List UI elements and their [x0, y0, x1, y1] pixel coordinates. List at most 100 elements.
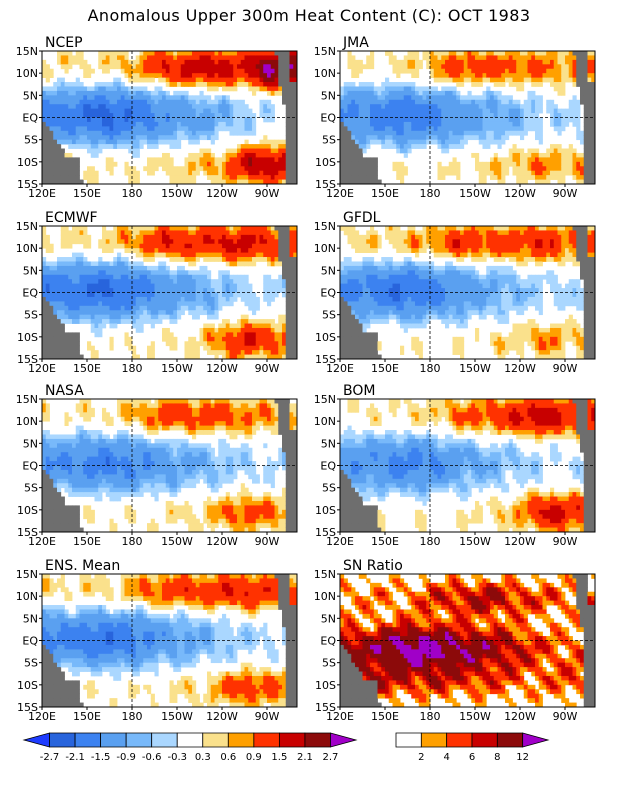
heatmap-cell	[180, 310, 185, 316]
heatmap-cell	[177, 68, 182, 74]
heatmap-cell	[240, 252, 245, 258]
heatmap-cell	[366, 64, 371, 70]
heatmap-cell	[113, 104, 118, 110]
heatmap-cell	[270, 59, 275, 65]
heatmap-cell	[270, 144, 275, 149]
lon-tick-label: 150W	[459, 187, 491, 200]
heatmap-cell	[460, 99, 465, 105]
heatmap-cell	[113, 99, 118, 105]
heatmap-cell	[150, 121, 155, 127]
heatmap-cell	[248, 319, 253, 324]
heatmap-cell	[162, 126, 167, 132]
heatmap-cell	[229, 336, 234, 342]
heatmap-cell	[87, 314, 92, 320]
heatmap-cell	[222, 283, 227, 289]
heatmap-cell	[53, 113, 58, 118]
heatmap-cell	[285, 265, 290, 271]
heatmap-cell	[222, 51, 227, 56]
heatmap-cell	[173, 170, 178, 176]
heatmap-cell	[546, 179, 551, 185]
heatmap-cell	[49, 73, 54, 78]
heatmap-cell	[385, 135, 390, 141]
heatmap-cell	[105, 279, 110, 285]
heatmap-cell	[60, 265, 65, 271]
heatmap-cell	[583, 121, 588, 127]
heatmap-cell	[192, 99, 197, 105]
heatmap-cell	[49, 354, 54, 360]
heatmap-cell	[411, 59, 416, 65]
heatmap-cell	[184, 239, 189, 245]
heatmap-cell	[270, 179, 275, 185]
heatmap-cell	[527, 59, 532, 65]
heatmap-cell	[162, 113, 167, 118]
heatmap-cell	[109, 305, 114, 311]
heatmap-cell	[441, 64, 446, 70]
heatmap-cell	[210, 99, 215, 105]
heatmap-cell	[587, 166, 592, 172]
heatmap-cell	[90, 274, 95, 280]
heatmap-cell	[358, 274, 363, 280]
heatmap-cell	[456, 90, 461, 96]
heatmap-cell	[169, 283, 174, 289]
heatmap-cell	[222, 157, 227, 163]
heatmap-cell	[64, 157, 69, 163]
heatmap-cell	[192, 117, 197, 123]
heatmap-cell	[53, 130, 58, 136]
heatmap-cell	[278, 283, 283, 289]
heatmap-cell	[270, 157, 275, 163]
heatmap-cell	[358, 117, 363, 123]
heatmap-cell	[351, 104, 356, 110]
heatmap-cell	[105, 108, 110, 114]
heatmap-cell	[158, 301, 163, 307]
heatmap-cell	[293, 104, 298, 110]
heatmap-cell	[516, 68, 521, 74]
heatmap-cell	[493, 59, 498, 65]
heatmap-cell	[520, 157, 525, 163]
heatmap-cell	[400, 121, 405, 127]
heatmap-cell	[64, 296, 69, 302]
heatmap-cell	[355, 117, 360, 123]
heatmap-cell	[366, 59, 371, 65]
heatmap-cell	[98, 270, 103, 276]
heatmap-cell	[72, 341, 77, 347]
heatmap-cell	[199, 108, 204, 114]
heatmap-cell	[366, 157, 371, 163]
heatmap-cell	[267, 327, 272, 333]
heatmap-cell	[188, 95, 193, 101]
heatmap-cell	[278, 261, 283, 267]
heatmap-cell	[285, 310, 290, 316]
heatmap-cell	[437, 77, 442, 83]
heatmap-cell	[42, 296, 47, 302]
heatmap-cell	[68, 243, 73, 249]
heatmap-cell	[240, 77, 245, 83]
heatmap-cell	[60, 175, 65, 180]
heatmap-cell	[493, 64, 498, 70]
heatmap-cell	[199, 305, 204, 311]
heatmap-cell	[576, 108, 581, 114]
heatmap-cell	[109, 341, 114, 347]
heatmap-cell	[244, 301, 249, 307]
heatmap-cell	[362, 239, 367, 245]
heatmap-cell	[362, 248, 367, 253]
heatmap-cell	[355, 288, 360, 293]
heatmap-cell	[452, 59, 457, 65]
heatmap-cell	[358, 301, 363, 307]
heatmap-cell	[347, 292, 352, 298]
heatmap-cell	[53, 139, 58, 145]
heatmap-cell	[109, 108, 114, 114]
heatmap-cell	[120, 305, 125, 311]
heatmap-cell	[516, 108, 521, 114]
lat-tick-label: 5S	[24, 134, 38, 147]
heatmap-cell	[568, 77, 573, 83]
heatmap-cell	[252, 126, 257, 132]
heatmap-cell	[165, 82, 170, 87]
heatmap-cell	[83, 113, 88, 118]
heatmap-cell	[218, 279, 223, 285]
heatmap-cell	[535, 55, 540, 61]
heatmap-cell	[94, 130, 99, 136]
heatmap-cell	[162, 265, 167, 271]
heatmap-cell	[486, 135, 491, 141]
heatmap-cell	[49, 323, 54, 329]
heatmap-cell	[396, 108, 401, 114]
heatmap-cell	[102, 121, 107, 127]
